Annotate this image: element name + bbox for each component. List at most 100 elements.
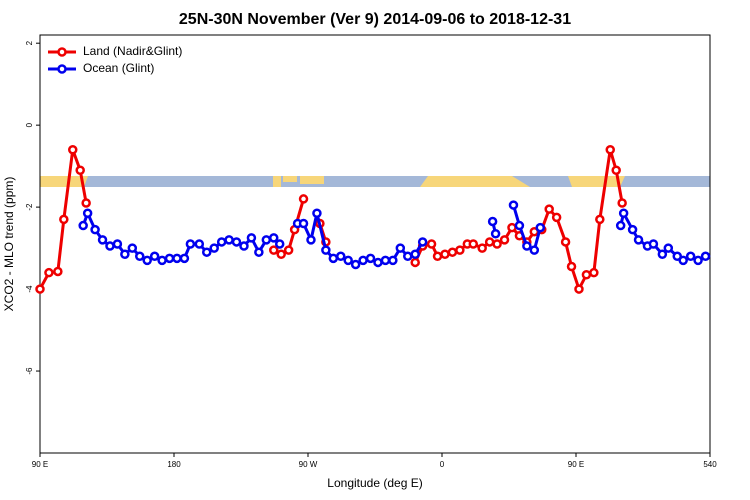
point <box>298 218 309 229</box>
point <box>507 222 517 233</box>
point <box>157 255 167 266</box>
point <box>149 251 160 262</box>
point <box>283 245 294 255</box>
legend-label: Land (Nadir&Glint) <box>83 44 182 58</box>
point <box>395 243 406 253</box>
point <box>172 253 182 264</box>
point <box>120 249 130 259</box>
point <box>487 216 498 227</box>
point <box>403 251 413 262</box>
point <box>209 243 219 253</box>
point <box>231 237 242 247</box>
x-tick-label: 0 <box>440 460 445 469</box>
point <box>298 194 309 204</box>
point <box>81 198 91 208</box>
point <box>44 267 54 278</box>
point <box>617 198 627 208</box>
point <box>627 224 638 235</box>
point <box>164 253 175 264</box>
x-tick-label: 90 E <box>32 460 48 469</box>
point <box>97 235 108 245</box>
point <box>648 239 659 249</box>
point <box>35 284 45 294</box>
point <box>700 251 711 262</box>
point <box>194 239 205 249</box>
point <box>321 245 331 255</box>
legend-label: Ocean (Glint) <box>83 61 154 75</box>
point <box>53 266 63 277</box>
y-tick-label: -6 <box>25 367 34 375</box>
point <box>216 237 227 247</box>
y-tick-label: -2 <box>25 203 34 211</box>
point <box>544 204 554 214</box>
point <box>566 261 577 272</box>
point <box>499 235 510 245</box>
point <box>239 241 249 251</box>
point <box>343 255 353 266</box>
point <box>82 208 93 219</box>
x-tick-label: 180 <box>167 460 181 469</box>
point <box>678 255 688 266</box>
point <box>59 214 69 225</box>
point <box>75 165 85 175</box>
point <box>105 241 115 251</box>
point <box>468 239 479 249</box>
point <box>605 144 615 155</box>
point <box>595 214 605 225</box>
point <box>127 243 138 253</box>
point <box>373 257 383 268</box>
x-tick-label: 90 E <box>568 460 584 469</box>
point <box>484 237 495 247</box>
point <box>618 208 629 219</box>
point <box>440 249 450 259</box>
point <box>142 255 152 266</box>
point <box>514 220 525 231</box>
point <box>358 255 368 266</box>
point <box>365 253 376 264</box>
point <box>261 235 272 245</box>
point <box>529 245 540 255</box>
point <box>312 208 322 219</box>
point <box>615 220 626 231</box>
point <box>693 255 703 266</box>
point <box>522 241 532 251</box>
legend-marker <box>57 64 67 74</box>
point <box>455 245 465 255</box>
y-tick-label: -4 <box>25 285 34 293</box>
x-tick-label: 90 W <box>299 460 318 469</box>
point <box>254 247 264 257</box>
point <box>560 237 571 247</box>
point <box>306 235 316 245</box>
legend-marker <box>57 47 67 57</box>
point <box>508 200 519 210</box>
point <box>350 259 361 270</box>
point <box>410 257 420 268</box>
point <box>388 255 398 266</box>
point <box>202 247 212 257</box>
point <box>581 269 592 280</box>
point <box>490 229 501 239</box>
point <box>328 253 339 264</box>
point <box>269 245 279 255</box>
y-tick-label: 0 <box>25 122 34 127</box>
point <box>246 233 257 243</box>
y-tick-label: 2 <box>25 40 34 45</box>
point <box>417 237 428 247</box>
point <box>380 255 391 266</box>
point <box>68 144 78 155</box>
point <box>535 222 546 233</box>
point <box>492 239 502 249</box>
point <box>672 251 682 262</box>
point <box>274 239 285 249</box>
plot-frame <box>39 34 711 454</box>
point <box>426 239 437 249</box>
point <box>657 249 668 259</box>
point <box>224 235 234 245</box>
point <box>663 243 674 253</box>
point <box>477 243 487 253</box>
point <box>611 165 621 175</box>
x-axis-label: Longitude (deg E) <box>327 476 422 490</box>
point <box>276 249 286 259</box>
point <box>135 251 145 262</box>
